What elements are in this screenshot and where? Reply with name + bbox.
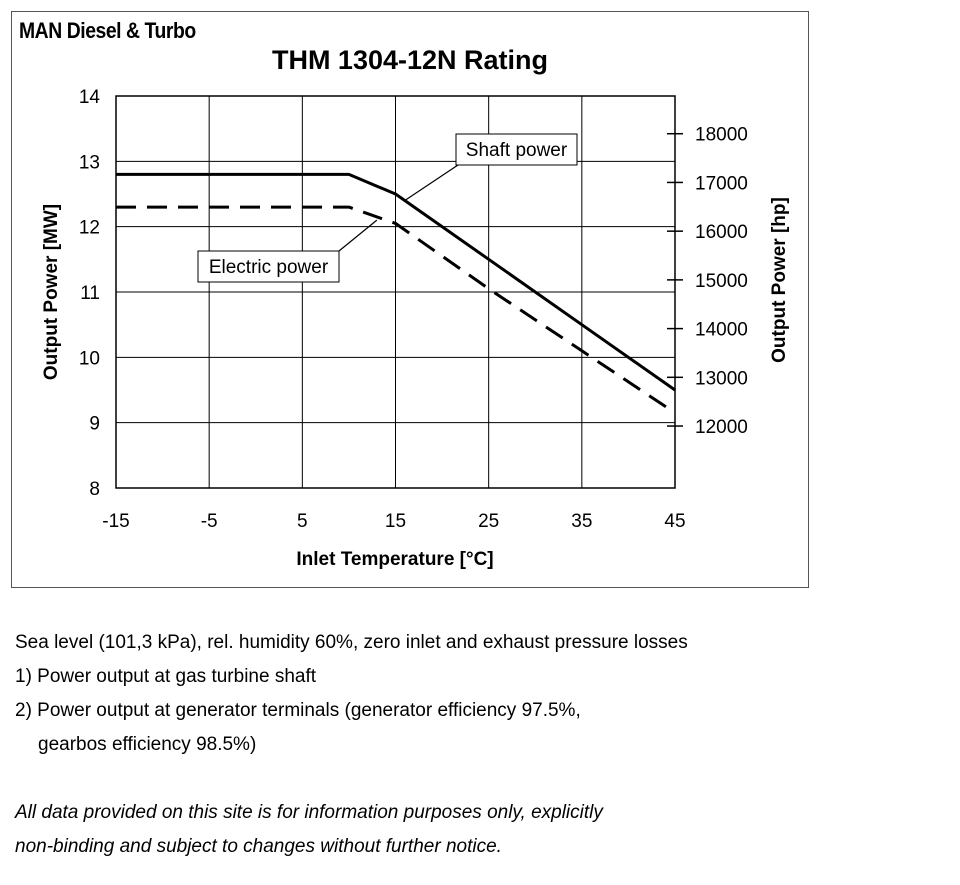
annotations: Shaft power Electric power: [197, 133, 578, 283]
y2-tick-label: 13000: [695, 368, 748, 389]
x-tick-label: 35: [571, 511, 592, 532]
x-tick-label: 45: [664, 511, 685, 532]
x-tick-label: 15: [385, 511, 406, 532]
grid-lines: [115, 95, 676, 489]
y-tick-label: 10: [79, 348, 100, 369]
y2-tick-label: 17000: [695, 173, 748, 194]
annotation-leader: [404, 164, 459, 202]
chart-frame: [11, 11, 809, 588]
note-shaft: 1) Power output at gas turbine shaft: [15, 666, 317, 687]
x-tick-label: 25: [478, 511, 499, 532]
series-shaft-power-line: [116, 172, 676, 392]
y-tick-label: 13: [79, 152, 100, 173]
y2-tick-label: 14000: [695, 320, 748, 341]
notes: Sea level (101,3 kPa), rel. humidity 60%…: [15, 626, 688, 762]
y2-tick-label: 16000: [695, 222, 748, 243]
y-axis-label: Output Power [MW]: [41, 204, 62, 380]
annotation-box: [455, 133, 578, 166]
series-electric-power-line: [116, 205, 676, 415]
axes: 8 9 10 11 12 13 14 -15 -5 5 15 25 35 45 12000 13000 1400…: [79, 87, 748, 532]
x-tick-label: -5: [201, 511, 218, 532]
x-tick-label: -15: [102, 511, 129, 532]
y-tick-label: 9: [89, 414, 100, 435]
annotation-box: [197, 250, 340, 283]
y-tick-label: 14: [79, 87, 101, 108]
x-axis-label: Inlet Temperature [°C]: [296, 549, 493, 570]
y2-tick-label: 18000: [695, 125, 748, 146]
annotation-leader: [338, 219, 378, 252]
y-tick-label: 12: [79, 218, 100, 239]
note-gearbox: gearbos efficiency 98.5%): [38, 734, 257, 755]
y2-tick-label: 12000: [695, 417, 748, 438]
y2-axis-label: Output Power [hp]: [769, 197, 790, 363]
y-tick-label: 11: [80, 283, 100, 304]
y2-tick-label: 15000: [695, 271, 748, 292]
annotation-label: Electric power: [209, 257, 329, 278]
annotation-label: Shaft power: [466, 140, 568, 161]
brand-logo-text: MAN Diesel & Turbo: [19, 18, 196, 43]
y-tick-label: 8: [89, 479, 100, 500]
series-lines: [116, 172, 676, 415]
x-tick-label: 5: [297, 511, 308, 532]
chart-title: THM 1304-12N Rating: [272, 45, 548, 75]
plot-border: [115, 95, 676, 489]
disclaimer-line: non-binding and subject to changes witho…: [15, 836, 502, 857]
disclaimer-line: All data provided on this site is for in…: [15, 802, 603, 823]
chart: THM 1304-12N Rating 8 9 10 11 12 13 14 -15 -5 5 15…: [41, 45, 790, 570]
note-conditions: Sea level (101,3 kPa), rel. humidity 60%…: [15, 632, 688, 653]
disclaimer: All data provided on this site is for in…: [15, 796, 603, 864]
note-generator: 2) Power output at generator terminals (…: [15, 700, 581, 721]
